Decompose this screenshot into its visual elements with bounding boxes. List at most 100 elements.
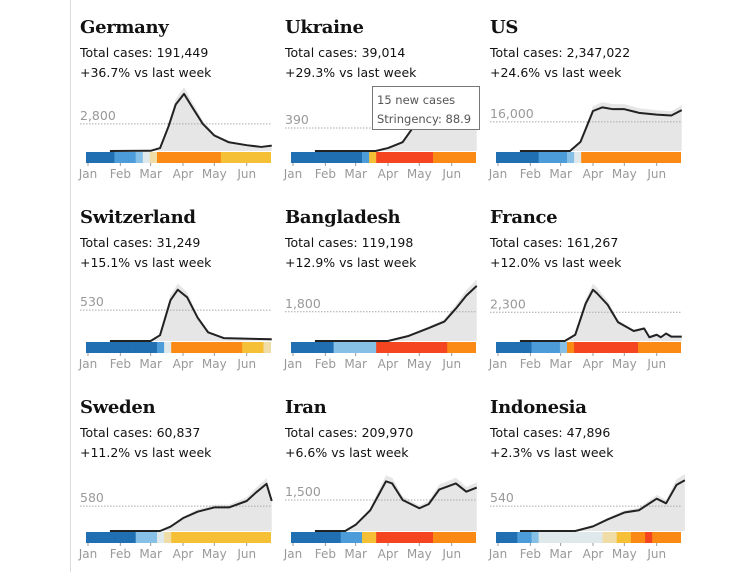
stringency-week	[567, 152, 575, 163]
stringency-week	[199, 532, 208, 543]
stringency-week	[135, 342, 144, 353]
stringency-week	[93, 532, 101, 543]
stringency-week	[524, 342, 532, 353]
stringency-week	[263, 342, 271, 353]
stringency-week	[666, 532, 674, 543]
stringency-week	[178, 532, 186, 543]
stringency-week	[440, 152, 448, 163]
tooltip-stringency: Stringency: 88.9	[377, 112, 472, 126]
month-label: Jan	[283, 357, 303, 371]
stringency-week	[107, 532, 115, 543]
stringency-week	[347, 532, 356, 543]
stringency-week	[454, 342, 462, 353]
stringency-week	[256, 152, 264, 163]
daily-cases-bars	[519, 474, 685, 531]
stringency-week	[652, 342, 660, 353]
stringency-week	[149, 342, 158, 353]
stringency-week	[256, 532, 264, 543]
stringency-week	[659, 532, 667, 543]
daily-cases-bars	[314, 475, 477, 531]
month-label: Jun	[646, 357, 666, 371]
month-label: Jun	[236, 167, 256, 181]
stringency-week	[312, 152, 320, 163]
stringency-week	[545, 342, 554, 353]
month-label: Mar	[139, 167, 162, 181]
stringency-week	[86, 342, 94, 353]
stringency-week	[354, 532, 363, 543]
stringency-week	[333, 342, 342, 353]
stringency-week	[199, 342, 208, 353]
stringency-week	[418, 532, 427, 543]
stringency-week	[397, 532, 405, 543]
month-label: Jan	[488, 547, 508, 561]
stringency-week	[376, 342, 384, 353]
month-label: Jan	[78, 547, 98, 561]
month-label: Apr	[173, 357, 194, 371]
month-label: Jun	[236, 547, 256, 561]
stringency-week	[404, 342, 413, 353]
stringency-week	[397, 152, 405, 163]
month-label: Apr	[378, 167, 399, 181]
stringency-week	[531, 342, 539, 353]
stringency-week	[595, 342, 603, 353]
stringency-week	[503, 342, 511, 353]
stringency-week	[673, 532, 681, 543]
reference-label: 16,000	[490, 106, 534, 121]
cases-trend-line	[314, 285, 478, 342]
stringency-week	[531, 152, 539, 163]
stringency-week	[468, 152, 476, 163]
stringency-week	[411, 532, 420, 543]
stringency-week	[567, 342, 575, 353]
stringency-week	[312, 532, 320, 543]
panel-title: France	[490, 207, 558, 228]
stringency-week	[623, 532, 632, 543]
stringency-week	[213, 152, 222, 163]
stringency-week	[666, 152, 674, 163]
stringency-week	[524, 532, 532, 543]
stringency-week	[673, 152, 681, 163]
stringency-week	[659, 152, 667, 163]
month-label: Apr	[378, 547, 399, 561]
stringency-week	[220, 152, 229, 163]
stringency-week	[249, 532, 257, 543]
month-label: Mar	[344, 167, 367, 181]
stringency-week	[616, 532, 625, 543]
month-label: Mar	[549, 547, 572, 561]
reference-label: 2,800	[80, 108, 116, 123]
cases-trend-line	[314, 480, 478, 532]
stringency-week	[121, 532, 129, 543]
month-label: Feb	[315, 167, 336, 181]
month-label: Jan	[78, 357, 98, 371]
panel-title: Switzerland	[80, 207, 196, 228]
stringency-week	[114, 532, 122, 543]
month-label: Mar	[549, 357, 572, 371]
tooltip: 15 new cases Stringency: 88.9	[372, 86, 480, 130]
stringency-week	[142, 152, 151, 163]
stringency-week	[652, 532, 660, 543]
stringency-week	[461, 342, 469, 353]
stringency-week	[609, 532, 618, 543]
stringency-week	[333, 532, 342, 543]
stringency-week	[142, 532, 151, 543]
month-label: Feb	[520, 167, 541, 181]
stringency-week	[291, 532, 299, 543]
reference-label: 390	[285, 112, 309, 127]
stringency-week	[433, 342, 441, 353]
stringency-week	[376, 152, 384, 163]
stringency-week	[383, 342, 391, 353]
stringency-week	[538, 342, 547, 353]
total-cases: Total cases: 31,249	[80, 235, 201, 250]
stringency-week	[340, 532, 349, 543]
weekly-change: +36.7% vs last week	[80, 65, 212, 80]
panel-title: Sweden	[80, 397, 156, 418]
chart: 2,300 Jan Feb Mar Apr May Jun	[488, 283, 682, 371]
stringency-week	[552, 342, 561, 353]
month-label: Apr	[583, 167, 604, 181]
stringency-week	[454, 532, 462, 543]
stringency-week	[178, 152, 186, 163]
stringency-week	[305, 342, 313, 353]
cases-trend-line	[109, 482, 273, 532]
stringency-week	[298, 152, 306, 163]
stringency-week	[581, 152, 589, 163]
weekly-change: +24.6% vs last week	[490, 65, 622, 80]
